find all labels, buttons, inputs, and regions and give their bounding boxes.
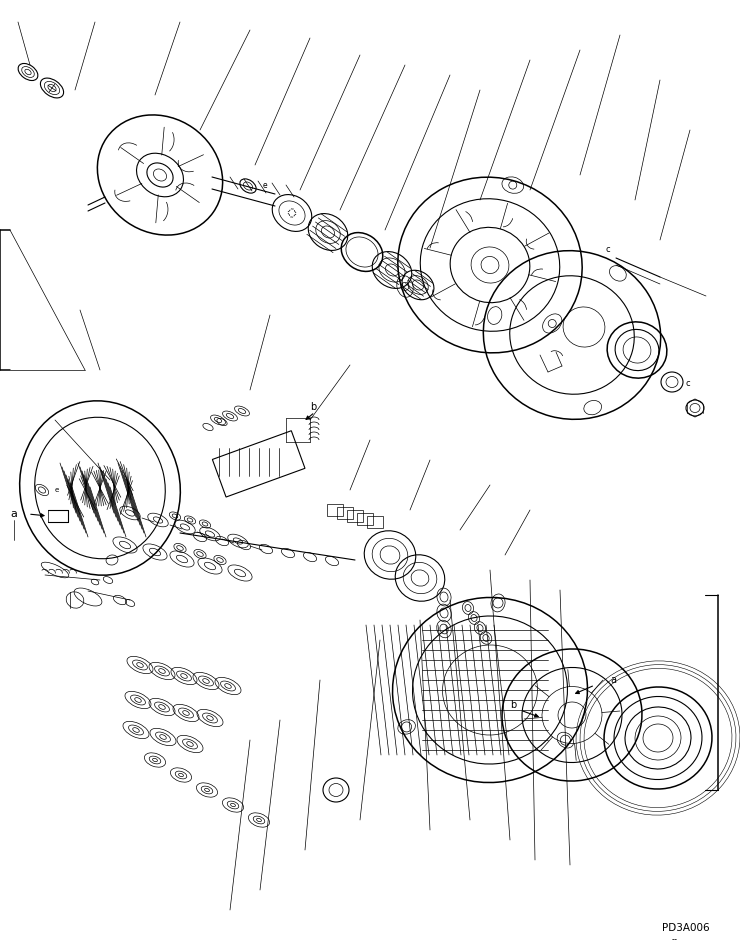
Text: a: a	[10, 509, 17, 519]
Text: b: b	[310, 402, 316, 412]
Text: PD3A006: PD3A006	[662, 923, 710, 933]
Text: --: --	[672, 936, 678, 944]
Text: c: c	[605, 246, 610, 254]
Text: e: e	[55, 487, 59, 493]
Text: b: b	[510, 700, 517, 710]
Text: e: e	[263, 182, 268, 190]
Text: c: c	[686, 379, 690, 387]
Text: a: a	[610, 675, 616, 685]
